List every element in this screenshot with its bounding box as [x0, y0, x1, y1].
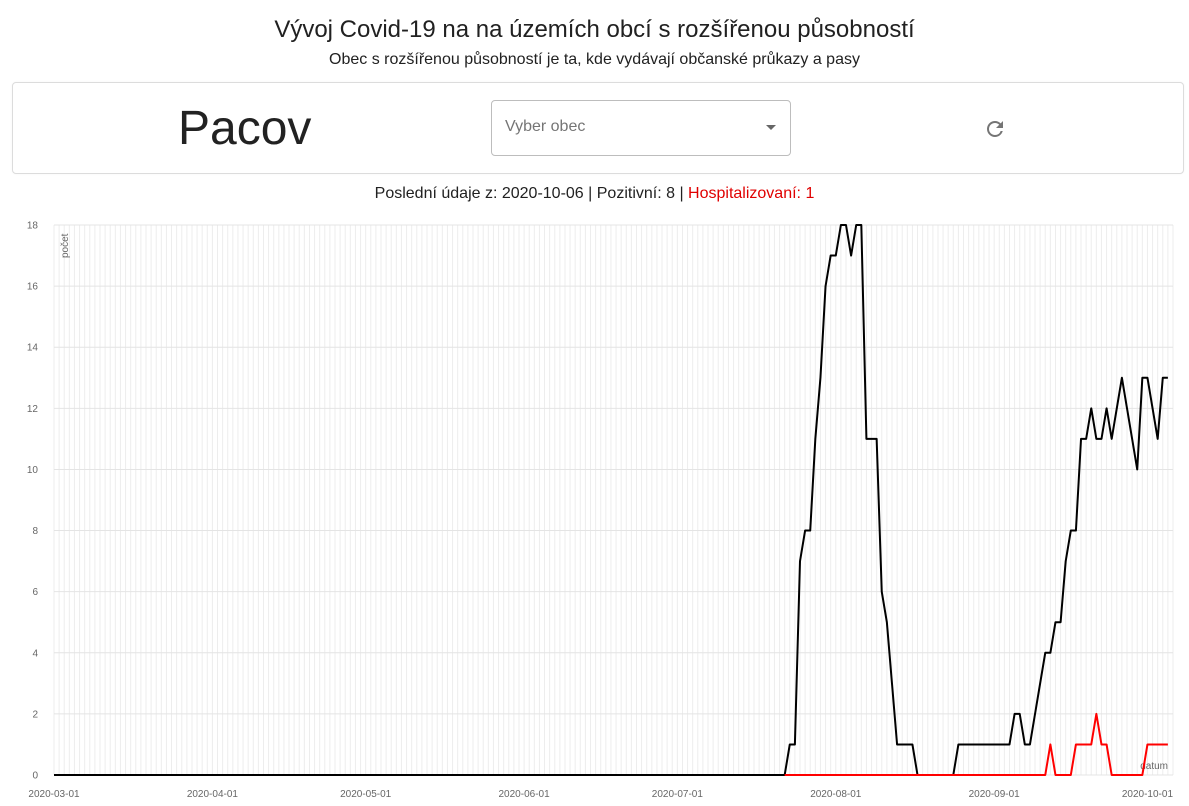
y-tick-label: 12 [27, 404, 39, 415]
y-tick-label: 18 [27, 221, 39, 232]
city-select[interactable]: Vyber obec [491, 100, 791, 156]
y-axis-label: počet [60, 233, 71, 258]
page-subtitle: Obec s rozšířenou působností je ta, kde … [329, 51, 860, 68]
y-tick-label: 16 [27, 282, 39, 293]
status-text: Poslední údaje z: 2020-10-06 | Pozitivní… [374, 185, 689, 202]
x-tick-label: 2020-04-01 [187, 789, 239, 800]
y-tick-label: 14 [27, 343, 39, 354]
x-tick-label: 2020-03-01 [28, 789, 80, 800]
x-axis-label: datum [1140, 761, 1168, 772]
page-title: Vývoj Covid-19 na na územích obcí s rozš… [274, 16, 915, 43]
hospitalized-text: Hospitalizovaní: 1 [688, 185, 815, 202]
controls-card: Pacov Vyber obec [12, 82, 1184, 174]
covid-line-chart: 0 2 4 6 8 10 12 14 16 18 2020-03-01 2020-04-01 2020-… [27, 221, 1174, 800]
x-tick-label: 2020-06-01 [499, 789, 551, 800]
y-tick-label: 8 [32, 526, 38, 537]
y-tick-label: 4 [32, 648, 38, 659]
refresh-icon[interactable] [983, 117, 1007, 141]
y-tick-label: 6 [32, 587, 38, 598]
series-line-positive [54, 224, 1168, 776]
y-tick-label: 2 [32, 709, 38, 720]
x-tick-label: 2020-08-01 [810, 789, 862, 800]
x-tick-label: 2020-07-01 [652, 789, 704, 800]
series-line-hospitalized [784, 712, 1168, 776]
y-tick-label: 0 [32, 771, 38, 782]
x-tick-label: 2020-09-01 [969, 789, 1021, 800]
city-name: Pacov [178, 102, 312, 155]
chevron-down-icon [766, 125, 776, 130]
x-tick-label: 2020-10-01 [1122, 789, 1174, 800]
status-line: Poslední údaje z: 2020-10-06 | Pozitivní… [0, 185, 1189, 203]
city-select-placeholder: Vyber obec [505, 118, 586, 135]
x-tick-label: 2020-05-01 [340, 789, 392, 800]
y-tick-label: 10 [27, 465, 39, 476]
